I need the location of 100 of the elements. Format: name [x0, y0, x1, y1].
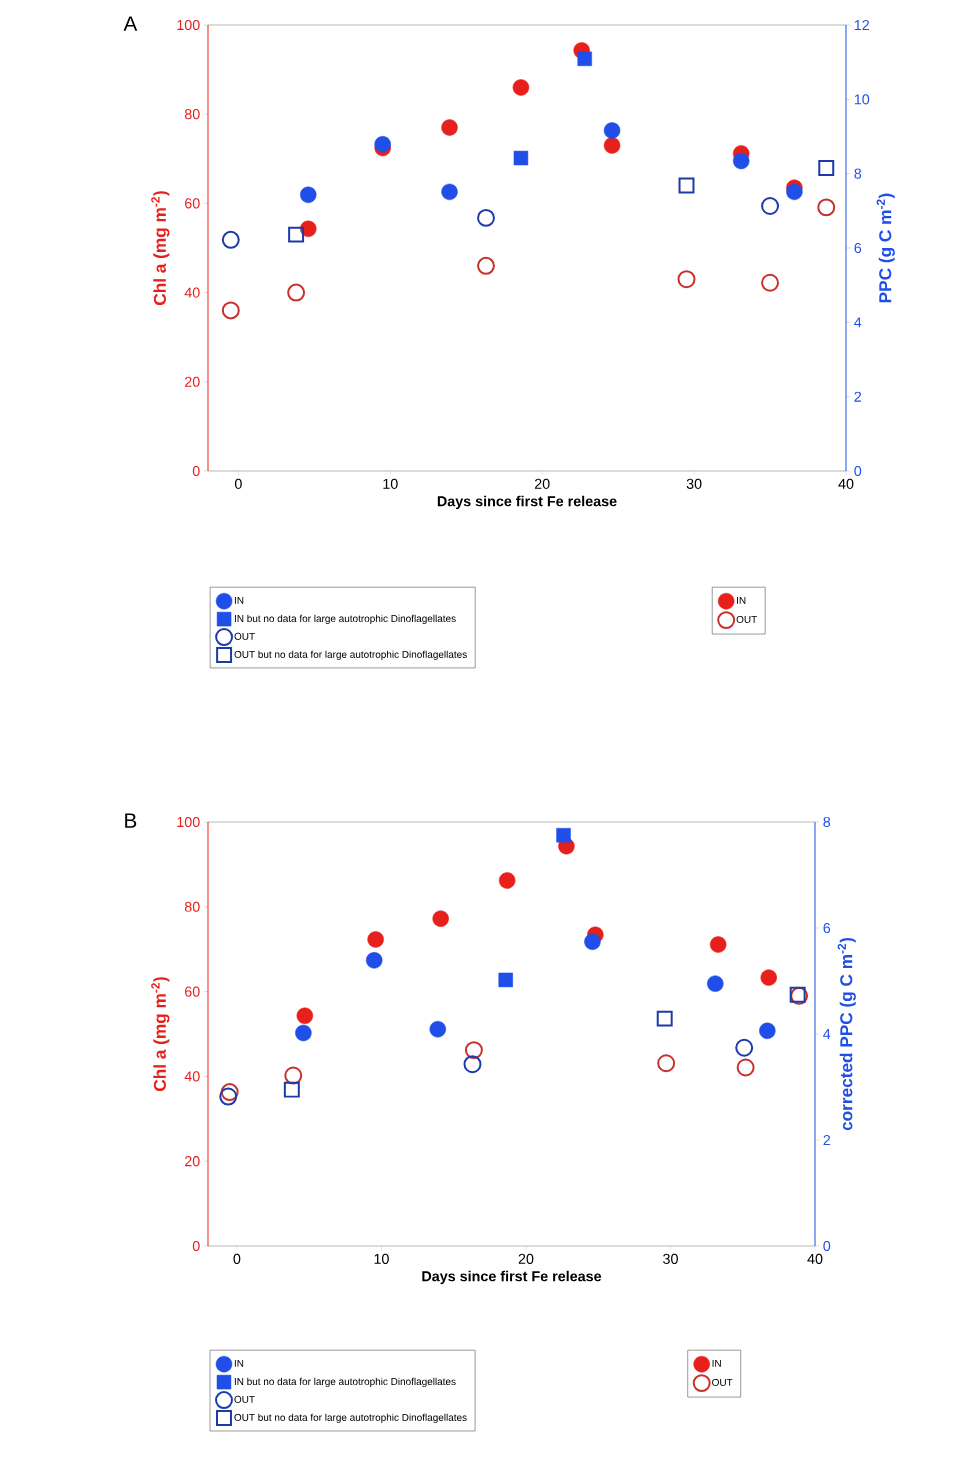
x-tick-label: 20 — [518, 1253, 534, 1264]
x-tick-label: 10 — [374, 1253, 389, 1264]
point — [463, 1055, 482, 1074]
y-tick-label: 0 — [192, 465, 200, 477]
y2-tick-label: 0 — [823, 1240, 831, 1252]
legend-label: OUT — [234, 1395, 255, 1403]
point — [220, 1083, 239, 1102]
point — [221, 230, 240, 249]
y2-tick-label: 8 — [823, 816, 831, 828]
x-tick-label: 0 — [233, 1253, 241, 1264]
point — [296, 1007, 314, 1024]
x-axis-title: Days since first Fe release — [437, 495, 617, 510]
point — [441, 119, 458, 136]
point — [498, 972, 513, 988]
point — [759, 1022, 776, 1040]
point — [432, 910, 449, 927]
point — [477, 256, 495, 275]
y-tick-label: 60 — [185, 198, 200, 209]
y2-tick-label: 0 — [854, 465, 862, 477]
point — [735, 1038, 754, 1057]
y-tick-label: 100 — [177, 816, 200, 828]
y2-tick-label: 12 — [854, 19, 869, 30]
x-tick-label: 30 — [663, 1253, 678, 1264]
point — [288, 226, 305, 243]
y2-tick-label: 2 — [854, 391, 862, 402]
point — [577, 51, 592, 67]
legend-label: OUT — [712, 1378, 733, 1386]
x-tick-label: 20 — [534, 478, 550, 489]
x-tick-label: 30 — [686, 478, 702, 489]
x-tick-label: 10 — [383, 478, 398, 489]
point — [603, 122, 621, 139]
x-axis-title: Days since first Fe release — [422, 1270, 602, 1285]
point — [477, 208, 495, 227]
point — [760, 969, 777, 986]
point — [709, 936, 727, 953]
point — [284, 1066, 303, 1085]
legend-label: OUT but no data for large autotrophic Dinoflagellates — [234, 1413, 467, 1423]
point — [584, 933, 601, 950]
point — [283, 1081, 300, 1098]
x-tick-label: 0 — [234, 478, 242, 489]
point — [365, 952, 383, 969]
point — [556, 828, 571, 843]
y2-tick-label: 4 — [823, 1029, 831, 1039]
y2-tick-label: 10 — [854, 94, 870, 105]
point — [678, 177, 695, 194]
point — [441, 183, 458, 201]
y2-tick-label: 6 — [854, 242, 862, 254]
point — [374, 136, 391, 153]
point — [786, 183, 803, 201]
point — [512, 79, 530, 96]
legend-label: OUT — [234, 632, 255, 640]
y-axis-title: Chl a (mg m$^{-2}$) — [151, 191, 170, 305]
y2-axis-title: corrected PPC (g C m$^{-2}$) — [837, 937, 856, 1131]
y-tick-label: 60 — [185, 986, 200, 997]
legend-label: IN but no data for large autotrophic Dinoflagellates — [234, 1377, 456, 1388]
point — [498, 872, 516, 889]
point — [300, 186, 317, 204]
y-tick-label: 40 — [184, 287, 200, 298]
y2-tick-label: 4 — [854, 317, 862, 328]
legend-label: IN — [737, 596, 746, 604]
point — [761, 197, 780, 215]
point — [736, 1058, 755, 1077]
point — [732, 152, 750, 170]
point — [603, 137, 621, 154]
point — [221, 301, 240, 320]
point — [656, 1010, 673, 1027]
legend-label: OUT but no data for large autotrophic Dinoflagellates — [234, 650, 467, 660]
point — [464, 1041, 483, 1060]
y-axis-title: Chl a (mg m$^{-2}$) — [151, 977, 170, 1091]
y-tick-label: 20 — [184, 376, 200, 387]
y-tick-label: 0 — [192, 1240, 200, 1252]
point — [429, 1021, 447, 1038]
point — [707, 975, 724, 992]
legend-label: OUT — [736, 615, 757, 623]
point — [657, 1054, 676, 1073]
chart-title: B — [125, 813, 137, 828]
y2-tick-label: 8 — [854, 168, 862, 179]
point — [817, 198, 836, 217]
y-tick-label: 40 — [184, 1071, 200, 1082]
y-tick-label: 100 — [177, 19, 200, 31]
legend-label: IN — [234, 1359, 244, 1367]
point — [677, 270, 696, 289]
point — [513, 150, 529, 166]
x-tick-label: 40 — [838, 478, 854, 489]
point — [818, 160, 835, 177]
y-tick-label: 80 — [184, 901, 200, 912]
y2-axis-title: PPC (g C m$^{-2}$) — [876, 193, 895, 303]
y-tick-label: 80 — [184, 109, 200, 120]
point — [295, 1024, 312, 1042]
point — [219, 1087, 238, 1106]
y-tick-label: 20 — [184, 1156, 200, 1167]
y2-tick-label: 6 — [823, 922, 831, 934]
point — [287, 283, 306, 302]
legend-label: IN — [712, 1359, 721, 1367]
point — [761, 273, 780, 292]
chart-title: A — [123, 16, 138, 31]
x-tick-label: 40 — [807, 1253, 823, 1264]
y2-tick-label: 2 — [823, 1134, 831, 1146]
point — [367, 931, 384, 948]
legend-label: IN but no data for large autotrophic Dinoflagellates — [234, 614, 456, 625]
